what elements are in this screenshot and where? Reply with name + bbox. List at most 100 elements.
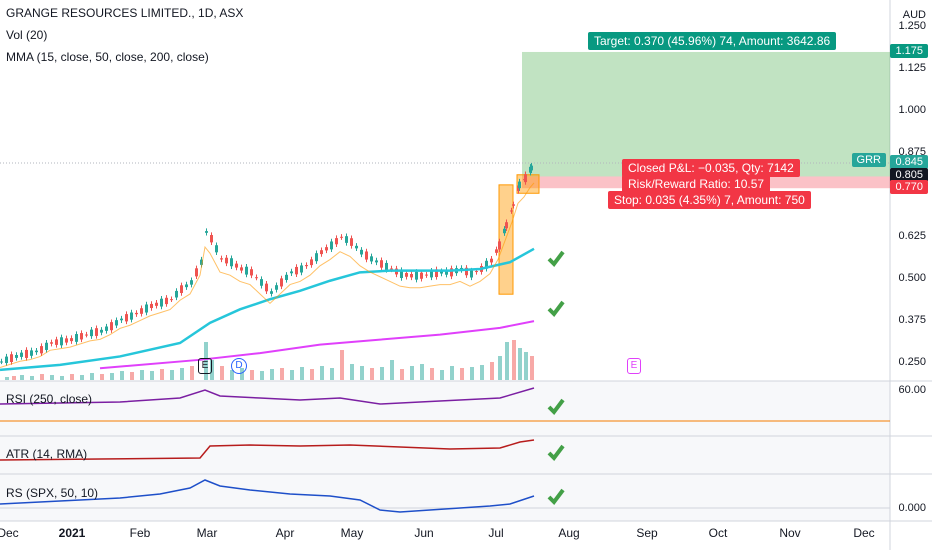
candle — [445, 269, 448, 275]
candle — [220, 258, 223, 260]
volume-bar — [280, 368, 284, 380]
volume-bar — [70, 374, 74, 380]
volume-bar — [340, 350, 344, 380]
price-tick: 0.625 — [898, 230, 926, 242]
candle — [105, 326, 108, 331]
mma-indicator-label[interactable]: MMA (15, close, 50, close, 200, close) — [6, 50, 209, 64]
candle — [60, 337, 63, 346]
highlight-box — [498, 184, 514, 295]
candle — [315, 253, 318, 262]
atr-label[interactable]: ATR (14, RMA) — [6, 447, 88, 461]
candle — [415, 271, 418, 280]
candle — [25, 349, 28, 358]
candle — [490, 258, 493, 263]
volume-bar — [220, 366, 224, 380]
candle — [35, 350, 38, 353]
target-zone — [522, 51, 890, 177]
candle — [15, 354, 18, 358]
candle — [505, 222, 508, 229]
dividend-marker[interactable]: D — [231, 358, 247, 374]
pnl-label: Closed P&L: −0.035, Qty: 7142 — [622, 159, 800, 177]
volume-bar — [30, 376, 34, 380]
symbol-tag[interactable]: GRR — [851, 153, 886, 167]
ma200-line — [99, 320, 535, 370]
candle — [120, 318, 123, 321]
candle — [295, 266, 298, 275]
rsi-tick: 60.00 — [898, 384, 926, 396]
volume-bar — [330, 368, 334, 380]
candle — [360, 249, 363, 255]
price-tick: 0.500 — [898, 272, 926, 285]
candle — [100, 329, 103, 333]
candle — [503, 228, 506, 234]
candle — [90, 329, 93, 337]
candle — [70, 338, 73, 342]
candle — [45, 342, 48, 350]
volume-bar — [140, 370, 144, 380]
candle — [160, 298, 163, 307]
candle — [55, 339, 58, 345]
candle — [135, 312, 138, 315]
candle — [255, 277, 258, 279]
candle — [245, 266, 248, 275]
candle — [40, 346, 43, 354]
price-tag: 1.175 — [890, 43, 928, 58]
volume-bar — [170, 370, 174, 380]
volume-bar — [190, 366, 194, 380]
candle — [130, 312, 133, 320]
candle — [365, 251, 368, 260]
price-tag: 0.805 — [890, 168, 928, 183]
volume-bar — [290, 370, 294, 380]
x-axis-label: Dec — [0, 526, 19, 540]
volume-bar — [204, 342, 208, 380]
currency-label: AUD — [902, 9, 926, 21]
volume-bar — [90, 373, 94, 380]
stop-label: Stop: 0.035 (4.35%) 7, Amount: 750 — [608, 191, 811, 209]
candle — [275, 285, 278, 290]
x-axis-label: Aug — [558, 526, 580, 540]
candle — [190, 280, 193, 285]
candle — [235, 263, 238, 268]
candle — [420, 272, 423, 279]
candle — [512, 204, 515, 206]
rsi-label[interactable]: RSI (250, close) — [6, 392, 93, 406]
candle — [250, 269, 253, 276]
candle — [335, 238, 338, 245]
candle — [345, 236, 348, 243]
candle — [85, 334, 88, 336]
earnings-marker[interactable]: E — [198, 358, 212, 374]
volume-bar — [80, 375, 84, 380]
future-earnings-marker[interactable]: E — [627, 358, 641, 374]
rs-label[interactable]: RS (SPX, 50, 10) — [6, 486, 99, 500]
volume-bar — [400, 369, 404, 380]
volume-bar — [380, 367, 384, 380]
candle — [380, 260, 383, 268]
candle — [405, 272, 408, 277]
candle — [145, 304, 148, 313]
candle — [430, 270, 433, 278]
candle — [205, 231, 208, 233]
check-icon — [547, 300, 565, 318]
candle — [450, 268, 453, 277]
check-icon — [547, 398, 565, 416]
candle — [230, 258, 233, 267]
ma15-line — [0, 182, 535, 368]
volume-indicator-label[interactable]: Vol (20) — [6, 28, 48, 42]
candle — [350, 238, 353, 246]
price-tick: 1.000 — [898, 103, 926, 116]
candle — [425, 274, 428, 276]
volume-bar — [490, 362, 494, 380]
rs-line — [0, 479, 535, 513]
volume-bar — [518, 348, 522, 380]
candle — [310, 259, 313, 266]
volume-bar — [240, 368, 244, 380]
volume-bar — [60, 376, 64, 380]
volume-bar — [460, 368, 464, 380]
candle — [225, 257, 228, 264]
candle — [290, 271, 293, 274]
candle — [440, 271, 443, 274]
candle — [195, 268, 198, 277]
volume-bar — [40, 374, 44, 380]
